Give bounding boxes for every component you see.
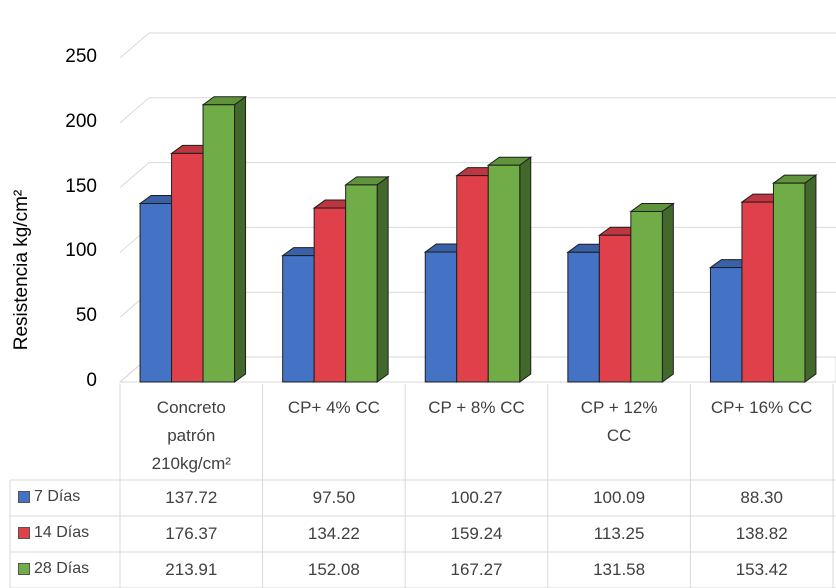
bar-side — [804, 174, 817, 383]
bar-side — [661, 202, 674, 383]
table-cell-value: 213.91 — [165, 560, 218, 579]
table-cell-value: 100.27 — [450, 488, 503, 507]
bar — [741, 201, 774, 383]
gridline-side — [119, 32, 150, 59]
bar — [456, 175, 489, 383]
legend-swatch — [18, 527, 30, 539]
table-cell-value: 176.37 — [165, 524, 218, 543]
bar-side — [519, 156, 532, 383]
table-cell-value: 88.30 — [740, 488, 783, 507]
table-cell-value: 97.50 — [312, 488, 356, 507]
table-cell-value: 131.58 — [593, 560, 646, 579]
category-label-line: CC — [606, 426, 632, 445]
y-axis-label: Resistencia kg/cm² — [11, 189, 32, 351]
bar — [630, 210, 663, 383]
table-cell-value: 134.22 — [307, 524, 360, 543]
category-label-line: Concreto — [156, 398, 226, 417]
bar — [487, 164, 521, 383]
table-cell-value: 152.08 — [307, 560, 360, 579]
category-label-line: 210kg/cm² — [151, 454, 231, 473]
legend-entry: 7 Días — [18, 488, 80, 506]
bar — [202, 104, 236, 383]
category-label-line: CP + 12% — [580, 398, 658, 417]
table-cell-value: 100.09 — [593, 488, 646, 507]
category-label-line: CP + 8% CC — [428, 398, 525, 417]
bar — [139, 203, 173, 383]
category-label-line: CP+ 16% CC — [710, 398, 813, 417]
table-cell-value: 137.72 — [165, 488, 218, 507]
legend-swatch — [18, 491, 30, 503]
category-label: CP+ 16% CC — [690, 394, 833, 422]
bar — [598, 234, 632, 383]
bar — [345, 184, 378, 383]
y-tick-label: 200 — [65, 110, 97, 132]
bar — [567, 251, 600, 383]
y-tick-label: 250 — [65, 46, 97, 67]
table-cell-value: 138.82 — [735, 524, 788, 543]
table-cell-value: 153.42 — [735, 560, 788, 579]
bar — [171, 152, 204, 383]
legend-swatch — [18, 563, 30, 575]
bar — [313, 207, 347, 383]
legend-label: 28 Días — [34, 560, 90, 577]
category-label: CP + 8% CC — [405, 394, 548, 422]
gridline-side — [119, 162, 150, 188]
legend-label: 14 Días — [34, 524, 90, 541]
y-tick-label: 50 — [75, 305, 97, 327]
gridline-side — [119, 97, 150, 124]
category-label: Concreto patrón 210kg/cm² — [120, 394, 263, 478]
bar-side — [234, 95, 247, 383]
table-cell-value: 167.27 — [450, 560, 503, 579]
bar-side — [376, 175, 389, 383]
legend-entry: 28 Días — [18, 560, 89, 578]
legend-entry: 14 Días — [18, 524, 89, 542]
bar — [282, 255, 315, 383]
bar — [709, 267, 743, 383]
bar — [772, 182, 806, 383]
y-tick-label: 100 — [65, 240, 97, 262]
category-label: CP+ 4% CC — [263, 394, 406, 422]
category-label-line: patrón — [167, 426, 216, 445]
table-cell-value: 159.24 — [450, 524, 503, 543]
legend-label: 7 Días — [34, 488, 81, 505]
bar — [424, 251, 458, 383]
y-tick-label: 0 — [86, 370, 97, 391]
table-cell-value: 113.25 — [593, 524, 645, 543]
y-tick-label: 150 — [65, 175, 97, 197]
category-label-line: CP+ 4% CC — [287, 398, 380, 417]
category-label: CP + 12% CC — [548, 394, 691, 450]
